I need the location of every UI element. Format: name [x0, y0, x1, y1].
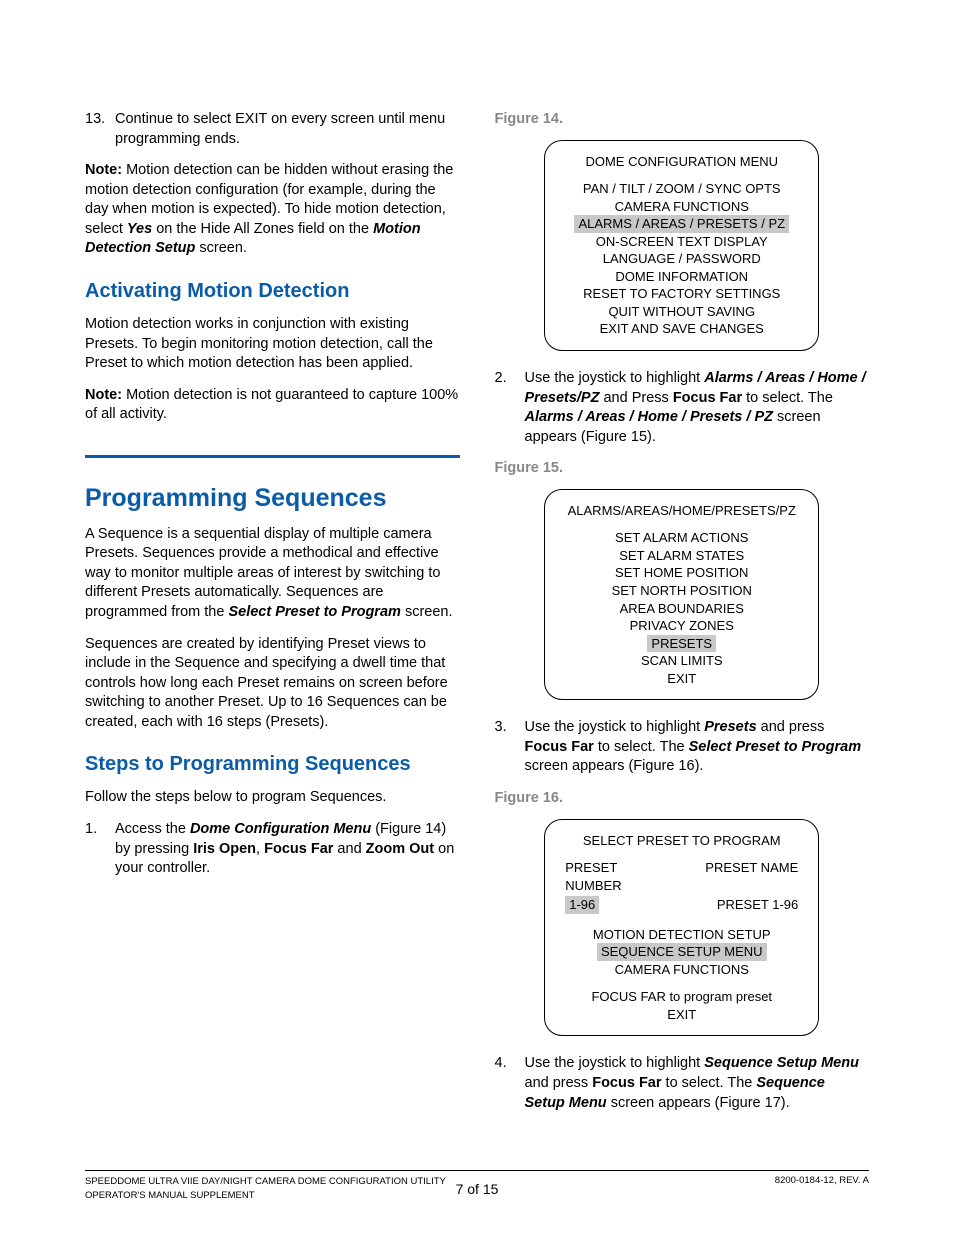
col-right: PRESET 1-96 [682, 896, 799, 914]
menu-row: EXIT [559, 1006, 804, 1024]
step-num: 1. [85, 820, 115, 879]
left-column: 13. Continue to select EXIT on every scr… [85, 110, 460, 1125]
menu-figure-15: ALARMS/AREAS/HOME/PRESETS/PZ SET ALARM A… [544, 489, 819, 700]
menu-row: CAMERA FUNCTIONS [559, 198, 804, 216]
menu-row: QUIT WITHOUT SAVING [559, 303, 804, 321]
heading-steps: Steps to Programming Sequences [85, 752, 460, 776]
heading-activating: Activating Motion Detection [85, 279, 460, 303]
menu-row: SET NORTH POSITION [559, 582, 804, 600]
menu-row: EXIT [559, 670, 804, 688]
menu-row: MOTION DETECTION SETUP [559, 926, 804, 944]
menu-row: LANGUAGE / PASSWORD [559, 250, 804, 268]
note-1: Note: Motion detection can be hidden wit… [85, 161, 460, 259]
right-column: Figure 14. DOME CONFIGURATION MENU PAN /… [495, 110, 870, 1125]
step-body: Access the Dome Configuration Menu (Figu… [115, 820, 460, 879]
menu-row: AREA BOUNDARIES [559, 600, 804, 618]
page-footer: SPEEDDOME ULTRA VIIE DAY/NIGHT CAMERA DO… [85, 1170, 869, 1204]
figure-14-label: Figure 14. [495, 110, 870, 130]
menu-figure-16: SELECT PRESET TO PROGRAM PRESET NUMBER P… [544, 819, 819, 1037]
menu-row: PAN / TILT / ZOOM / SYNC OPTS [559, 180, 804, 198]
step-num: 4. [495, 1054, 525, 1113]
step-num: 2. [495, 369, 525, 447]
note-2: Note: Motion detection is not guaranteed… [85, 386, 460, 425]
para-steps-intro: Follow the steps below to program Sequen… [85, 788, 460, 808]
step-2: 2. Use the joystick to highlight Alarms … [495, 369, 870, 447]
menu-highlight: ALARMS / AREAS / PRESETS / PZ [574, 215, 789, 233]
menu-title: ALARMS/AREAS/HOME/PRESETS/PZ [559, 502, 804, 520]
note-label: Note: [85, 387, 122, 403]
menu-row: SET ALARM ACTIONS [559, 529, 804, 547]
step-body: Use the joystick to highlight Presets an… [525, 718, 870, 777]
menu-row: ON-SCREEN TEXT DISPLAY [559, 233, 804, 251]
heading-programming-sequences: Programming Sequences [85, 484, 460, 513]
para-activating: Motion detection works in conjunction wi… [85, 315, 460, 374]
step-num: 3. [495, 718, 525, 777]
figure-16-label: Figure 16. [495, 789, 870, 809]
menu-row: SET ALARM STATES [559, 547, 804, 565]
menu-row: SEQUENCE SETUP MENU [559, 943, 804, 961]
col-right: PRESET NAME [645, 859, 798, 894]
menu-row: SCAN LIMITS [559, 652, 804, 670]
data-highlight: 1-96 [565, 896, 599, 914]
col-left: 1-96 [565, 896, 682, 914]
menu-figure-14: DOME CONFIGURATION MENU PAN / TILT / ZOO… [544, 140, 819, 351]
step-body: Use the joystick to highlight Alarms / A… [525, 369, 870, 447]
col-left: PRESET NUMBER [565, 859, 645, 894]
menu-row: FOCUS FAR to program preset [559, 988, 804, 1006]
menu-title: DOME CONFIGURATION MENU [559, 153, 804, 171]
menu-row: DOME INFORMATION [559, 268, 804, 286]
step-13: 13. Continue to select EXIT on every scr… [85, 110, 460, 149]
menu-row: PRESETS [559, 635, 804, 653]
menu-title: SELECT PRESET TO PROGRAM [559, 832, 804, 850]
figure-15-label: Figure 15. [495, 459, 870, 479]
step-4: 4. Use the joystick to highlight Sequenc… [495, 1054, 870, 1113]
step-1: 1. Access the Dome Configuration Menu (F… [85, 820, 460, 879]
menu-row: ALARMS / AREAS / PRESETS / PZ [559, 215, 804, 233]
menu-row: RESET TO FACTORY SETTINGS [559, 285, 804, 303]
menu-row: EXIT AND SAVE CHANGES [559, 320, 804, 338]
footer-page-number: 7 of 15 [85, 1181, 869, 1197]
step-body: Continue to select EXIT on every screen … [115, 110, 460, 149]
step-num: 13. [85, 110, 115, 149]
note-label: Note: [85, 162, 122, 178]
menu-row: SET HOME POSITION [559, 564, 804, 582]
step-body: Use the joystick to highlight Sequence S… [525, 1054, 870, 1113]
menu-highlight: SEQUENCE SETUP MENU [597, 943, 767, 961]
step-3: 3. Use the joystick to highlight Presets… [495, 718, 870, 777]
section-rule [85, 455, 460, 466]
para-seq-2: Sequences are created by identifying Pre… [85, 635, 460, 733]
para-seq-1: A Sequence is a sequential display of mu… [85, 525, 460, 623]
menu-highlight: PRESETS [647, 635, 716, 653]
menu-row: PRIVACY ZONES [559, 617, 804, 635]
preset-data: 1-96 PRESET 1-96 [559, 896, 804, 914]
preset-header: PRESET NUMBER PRESET NAME [559, 859, 804, 894]
menu-row: CAMERA FUNCTIONS [559, 961, 804, 979]
